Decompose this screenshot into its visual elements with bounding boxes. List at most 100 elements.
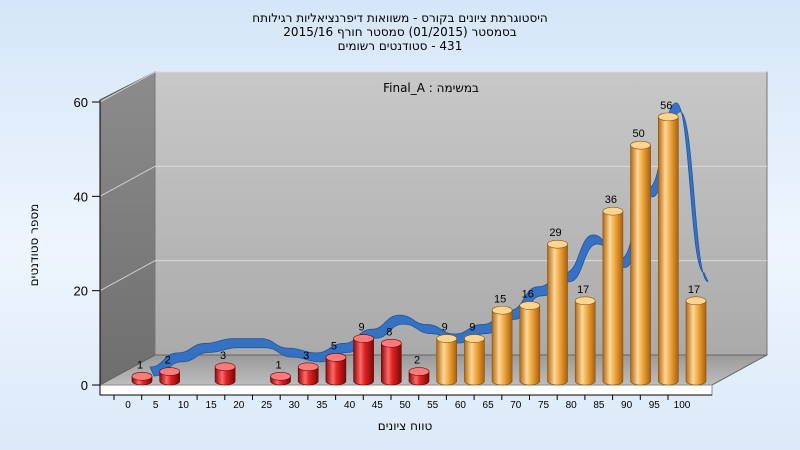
bar-value-label: 17 <box>688 284 700 296</box>
bar-value-label: 29 <box>549 227 561 239</box>
bar-body <box>630 144 651 386</box>
annotation: Final_A : במשימה <box>383 81 479 95</box>
title-line-1: היסטוגרמת ציונים בקורס - משוואות דיפרנצי… <box>252 11 548 25</box>
bar-top <box>547 239 568 249</box>
bar <box>159 367 180 386</box>
bar-value-label: 17 <box>577 284 589 296</box>
x-tick-label: 20 <box>233 400 245 411</box>
bar-body <box>519 305 541 386</box>
bar-value-label: 1 <box>275 359 281 371</box>
bar-top <box>353 334 374 343</box>
bar-top <box>131 371 153 381</box>
bar <box>353 334 374 386</box>
bar <box>131 371 153 386</box>
grid-line-side <box>99 165 156 197</box>
bars <box>131 112 707 386</box>
bar-body <box>214 366 236 386</box>
bar-body <box>381 342 402 386</box>
bar <box>574 296 596 386</box>
bar-top <box>630 140 651 150</box>
bar-body <box>436 338 457 386</box>
x-tick-label: 80 <box>566 400 578 411</box>
x-tick-label: 15 <box>206 400 218 411</box>
bar-top <box>574 296 596 306</box>
bar-top <box>436 334 458 343</box>
bar-value-label: 2 <box>414 355 420 367</box>
bar-value-label: 36 <box>605 194 617 206</box>
y-axis-label: מספר סטודנטים <box>27 204 41 287</box>
y-tick-label: 40 <box>74 189 88 204</box>
bar-value-label: 3 <box>220 350 226 362</box>
bar-body <box>353 338 374 386</box>
bar-value-label: 56 <box>660 100 672 112</box>
bar <box>464 334 485 386</box>
y-tick-label: 0 <box>81 378 88 393</box>
x-tick-label: 50 <box>399 400 411 411</box>
bar <box>297 362 319 386</box>
bar-body <box>658 116 679 386</box>
bar <box>270 371 291 386</box>
bar <box>436 334 458 386</box>
y-tick-label: 20 <box>74 284 88 299</box>
trend-curve <box>149 102 709 377</box>
bar-value-label: 16 <box>522 289 534 301</box>
bar-value-label: 8 <box>386 326 392 338</box>
x-tick-label: 0 <box>125 400 131 411</box>
bar <box>547 239 568 386</box>
bar-top <box>297 362 319 372</box>
bar-body <box>574 300 596 386</box>
x-tick-label: 90 <box>621 400 633 411</box>
x-tick-label: 10 <box>178 400 190 411</box>
bar-top <box>464 334 485 343</box>
floor-front-edge <box>99 384 713 396</box>
bar-body <box>464 338 485 386</box>
x-tick-label: 30 <box>289 400 301 411</box>
title-line-2: בסמסטר (01/2015) סמסטר חורף 2015/16 <box>283 25 516 39</box>
bar <box>602 206 624 386</box>
x-tick-label: 75 <box>538 400 550 411</box>
bar-body <box>491 309 513 386</box>
x-tick-label: 65 <box>483 400 495 411</box>
bar-body <box>325 357 347 386</box>
bar-body <box>602 210 624 386</box>
bar-value-label: 2 <box>165 355 171 367</box>
bar <box>519 301 541 386</box>
bar-value-label: 1 <box>137 359 143 371</box>
x-tick-label: 40 <box>344 400 356 411</box>
bar-body <box>297 366 319 386</box>
bar-value-label: 9 <box>469 322 475 334</box>
x-tick-label: 70 <box>510 400 522 411</box>
bar <box>408 367 430 386</box>
bar-top <box>657 112 679 122</box>
x-tick-label: 25 <box>261 400 273 411</box>
bar-top <box>325 353 347 362</box>
bar-top <box>159 367 180 376</box>
bar-top <box>408 367 430 376</box>
bar-value-label: 5 <box>331 340 337 352</box>
bar-top <box>380 338 402 348</box>
x-tick-label: 5 <box>153 400 159 411</box>
x-tick-label: 60 <box>455 400 467 411</box>
grid-line-side <box>99 260 156 292</box>
x-tick-label: 45 <box>372 400 384 411</box>
trend-ribbon <box>149 102 709 377</box>
bar-body <box>547 243 568 386</box>
x-tick-label: 85 <box>593 400 605 411</box>
bar-value-label: 15 <box>494 293 506 305</box>
grid-line-side <box>99 71 156 103</box>
bar <box>325 353 347 386</box>
bar-value-label: 9 <box>442 322 448 334</box>
bar-top <box>491 305 513 315</box>
x-tick-label: 35 <box>316 400 328 411</box>
x-axis-label: טווח ציונים <box>378 419 433 433</box>
bar-top <box>519 301 541 310</box>
x-tick-label: 100 <box>674 400 691 411</box>
left-wall <box>99 71 156 386</box>
title-line-3: 431 - סטודנטים רשומים <box>338 39 463 53</box>
y-tick-label: 60 <box>74 95 88 110</box>
bar <box>657 112 679 386</box>
